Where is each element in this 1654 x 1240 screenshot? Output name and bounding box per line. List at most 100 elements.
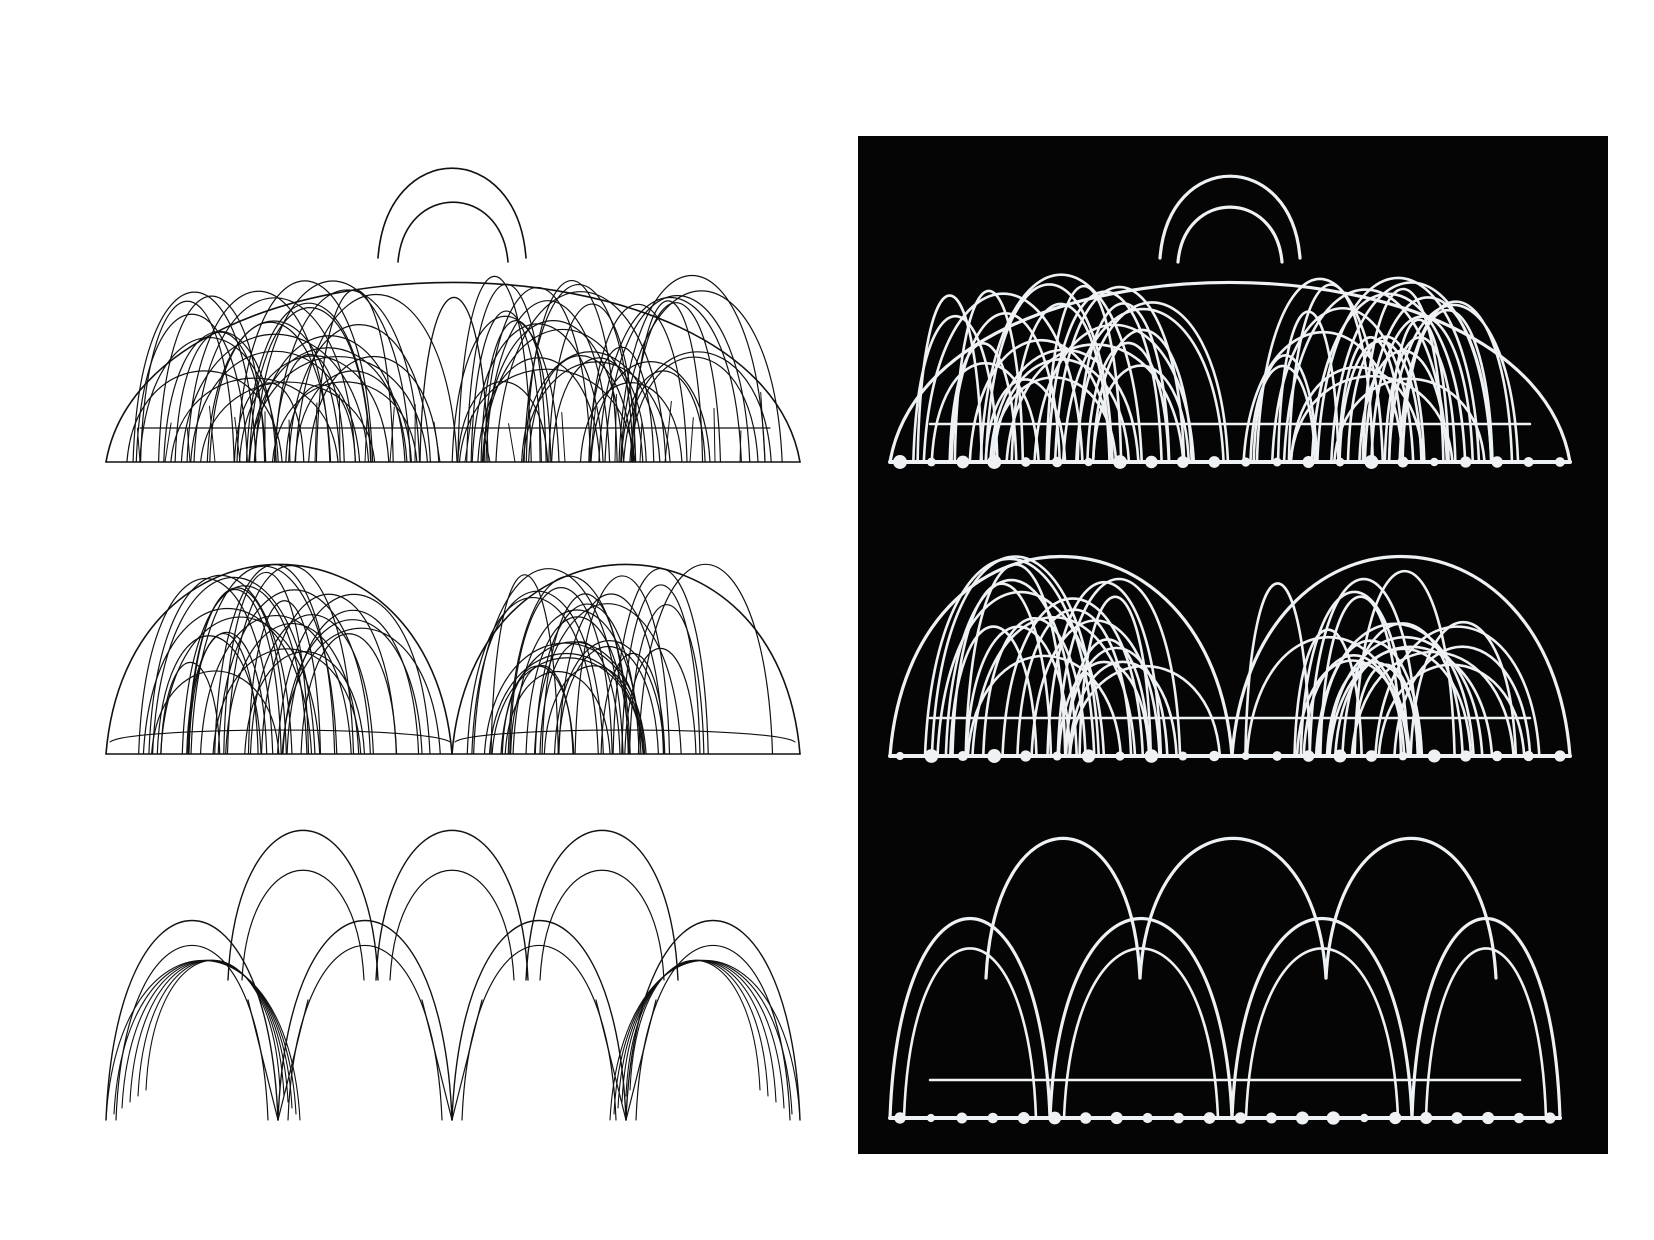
row1-left-arch-26 xyxy=(253,335,406,463)
photo-row-3-joint-14 xyxy=(1326,1111,1341,1125)
row3-bay-arch-2 xyxy=(451,920,627,1121)
photo-row-1-joint-11 xyxy=(1241,457,1251,467)
photo-row-2-left-arch-12 xyxy=(1064,646,1169,758)
photo-row-1-right-arch-12 xyxy=(1249,364,1317,464)
row1-leg-6 xyxy=(288,419,291,463)
photo-row-2-joint-6 xyxy=(1081,749,1096,763)
row2-left-sag xyxy=(109,729,451,743)
photo-row-1-outer-arch xyxy=(888,281,1572,464)
photo-row-2-right-arch-9 xyxy=(1333,647,1473,758)
row1-right-arch-1 xyxy=(522,361,671,463)
row3-top-inner-arch-2 xyxy=(539,869,665,981)
photo-row-1-joint-18 xyxy=(1460,456,1472,468)
photo-row-2-left-arch-10 xyxy=(966,654,1123,758)
row2-right-arch-16 xyxy=(557,645,660,755)
row2-right-arch-21 xyxy=(491,657,644,755)
photo-row-1-right-arch-10 xyxy=(1401,309,1494,464)
photo-row-2-right-arch-5 xyxy=(1374,625,1541,758)
row1-leg-25 xyxy=(760,391,766,463)
photo-row-2-left-arch-11 xyxy=(944,579,1078,758)
row1-left-arch-13 xyxy=(193,297,356,463)
row1-left-arch-20 xyxy=(254,280,412,463)
photo-row-1-right-arch-24 xyxy=(1330,281,1493,464)
row1-right-arch-0 xyxy=(551,357,647,463)
photo-row-1-joint-2 xyxy=(956,455,970,469)
row1-right-arch-20 xyxy=(470,310,542,463)
photo-row-1-left-arch-12 xyxy=(1086,341,1171,464)
row2-left-arch-7 xyxy=(300,633,398,755)
row1-right-arch-23 xyxy=(482,320,625,463)
row2-left-arch-9 xyxy=(138,578,274,755)
row1-right-arch-3 xyxy=(620,290,783,463)
row1-left-arch-17 xyxy=(174,331,267,463)
row1-leg-7 xyxy=(314,402,318,463)
row1-central-low-arch xyxy=(419,297,489,463)
photo-row-1-left-arch-21 xyxy=(1045,284,1123,464)
photo-row-1-right-arch-19 xyxy=(1270,306,1415,464)
photo-row-2-joint-16 xyxy=(1398,751,1408,761)
photo-row-2-joint-9 xyxy=(1178,751,1188,761)
photo-row-1-right-arch-22 xyxy=(1310,292,1467,464)
row1-right-arch-11 xyxy=(598,296,742,463)
row1-leg-15 xyxy=(508,423,516,463)
photo-row-2-joint-3 xyxy=(987,749,1002,763)
photo-row-1-right-arch-25 xyxy=(1346,335,1426,464)
row2-left-arch-16 xyxy=(260,593,397,755)
row1-leg-19 xyxy=(614,393,617,463)
row1-left-arch-33 xyxy=(135,313,248,463)
row2-left-arch-2 xyxy=(225,622,360,755)
row2-right-arch-20 xyxy=(466,596,599,755)
row1-right-arch-28 xyxy=(618,274,766,463)
row1-leg-21 xyxy=(664,400,672,463)
row1-left-arch-12 xyxy=(273,289,421,463)
row1-left-arch-21 xyxy=(126,370,283,463)
photo-row-3-joint-19 xyxy=(1481,1111,1495,1125)
photo-row-1-right-arch-20 xyxy=(1289,365,1425,464)
photo-row-1-left-arch-6 xyxy=(1046,290,1163,464)
row1-left-arch-19 xyxy=(294,370,413,463)
photo-row-1-joint-17 xyxy=(1430,457,1439,467)
row3-right-bundle-5 xyxy=(629,959,761,1091)
row1-right-arch-4 xyxy=(527,354,634,463)
row1-left-arch-28 xyxy=(315,289,394,463)
photo-row-2 xyxy=(888,555,1572,763)
photo-row-1-joint-4 xyxy=(1020,457,1031,467)
photo-row-1-left-arch-25 xyxy=(912,314,999,464)
photo-row-2-joint-10 xyxy=(1208,750,1220,762)
row1-leg-2 xyxy=(186,428,191,463)
row1-left-arch-25 xyxy=(180,333,370,463)
row2-left-arch-20 xyxy=(281,627,441,755)
photo-row-1-left-arch-23 xyxy=(948,342,1018,464)
row1-right-arch-17 xyxy=(548,303,637,463)
row1-central-inner-arch xyxy=(397,201,509,263)
row3-left-bundle-5 xyxy=(145,959,281,1091)
row3-top-arch-2 xyxy=(525,829,679,981)
row1-left-arch-30 xyxy=(288,324,431,463)
photo-row-2-left-arch-18 xyxy=(936,591,1106,758)
row2-left-arch-22 xyxy=(142,607,313,755)
row1-right-arch-22 xyxy=(525,279,618,463)
photo-row-2-right-arch-21 xyxy=(1352,663,1420,758)
photo-row-1-left-arch-22 xyxy=(1074,301,1230,464)
photo-row-3-joint-8 xyxy=(1142,1112,1153,1124)
row3-leg-b-0 xyxy=(277,999,309,1121)
row2-right-arch-18 xyxy=(553,640,665,755)
row1-leg-16 xyxy=(538,415,541,463)
photo-row-1-right-arch-14 xyxy=(1337,336,1405,464)
row1-left-arch-27 xyxy=(139,336,279,463)
row2-right-arch-22 xyxy=(541,593,629,755)
row1-right-arch-5 xyxy=(632,300,704,463)
row1-left-arch-23 xyxy=(132,291,257,463)
row2-left-arch-18 xyxy=(223,571,310,755)
row2-right-sag xyxy=(454,729,796,743)
row1-right-arch-21 xyxy=(485,300,611,463)
photo-row-2-joint-7 xyxy=(1115,751,1125,761)
row2-left-arch-25 xyxy=(188,632,259,755)
row1-leg-3 xyxy=(208,405,216,463)
row2-right-arch-10 xyxy=(558,593,665,755)
row2-right-outer-arch xyxy=(451,563,801,755)
photo-row-2-joint-19 xyxy=(1491,750,1503,762)
photo-row-3-bay-inner-arch-3 xyxy=(1424,947,1548,1120)
row2-right-arch-23 xyxy=(509,587,613,755)
